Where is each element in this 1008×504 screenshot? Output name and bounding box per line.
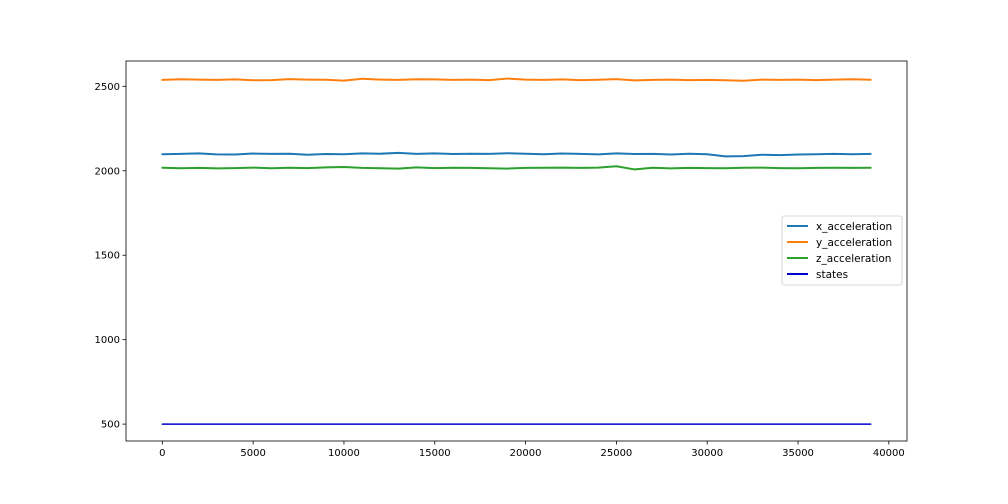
y-tick-label: 1500 bbox=[95, 251, 120, 262]
series-line-x_acceleration bbox=[161, 151, 872, 158]
y-tick-label: 2000 bbox=[95, 166, 120, 177]
x-tick-label: 25000 bbox=[600, 448, 632, 459]
axes-frame bbox=[125, 60, 908, 442]
x-tick-label: 35000 bbox=[782, 448, 814, 459]
x-tick-label: 0 bbox=[159, 448, 165, 459]
x-tick-label: 10000 bbox=[328, 448, 360, 459]
series-line-y_acceleration bbox=[161, 77, 872, 82]
legend-label-states: states bbox=[816, 269, 848, 281]
y-tick-label: 1000 bbox=[95, 335, 120, 346]
plot-area bbox=[126, 61, 907, 441]
legend-label-x_acceleration: x_acceleration bbox=[816, 221, 892, 233]
series-line-z_acceleration bbox=[161, 165, 872, 171]
legend-label-y_acceleration: y_acceleration bbox=[816, 237, 892, 249]
x-tick-label: 30000 bbox=[691, 448, 723, 459]
x-tick-label: 40000 bbox=[873, 448, 905, 459]
x-tick-label: 5000 bbox=[240, 448, 265, 459]
legend-label-z_acceleration: z_acceleration bbox=[816, 253, 891, 265]
x-tick-label: 20000 bbox=[510, 448, 542, 459]
x-tick-label: 15000 bbox=[419, 448, 451, 459]
y-tick-label: 500 bbox=[101, 420, 120, 431]
y-tick-label: 2500 bbox=[95, 82, 120, 93]
legend-box bbox=[781, 215, 903, 286]
